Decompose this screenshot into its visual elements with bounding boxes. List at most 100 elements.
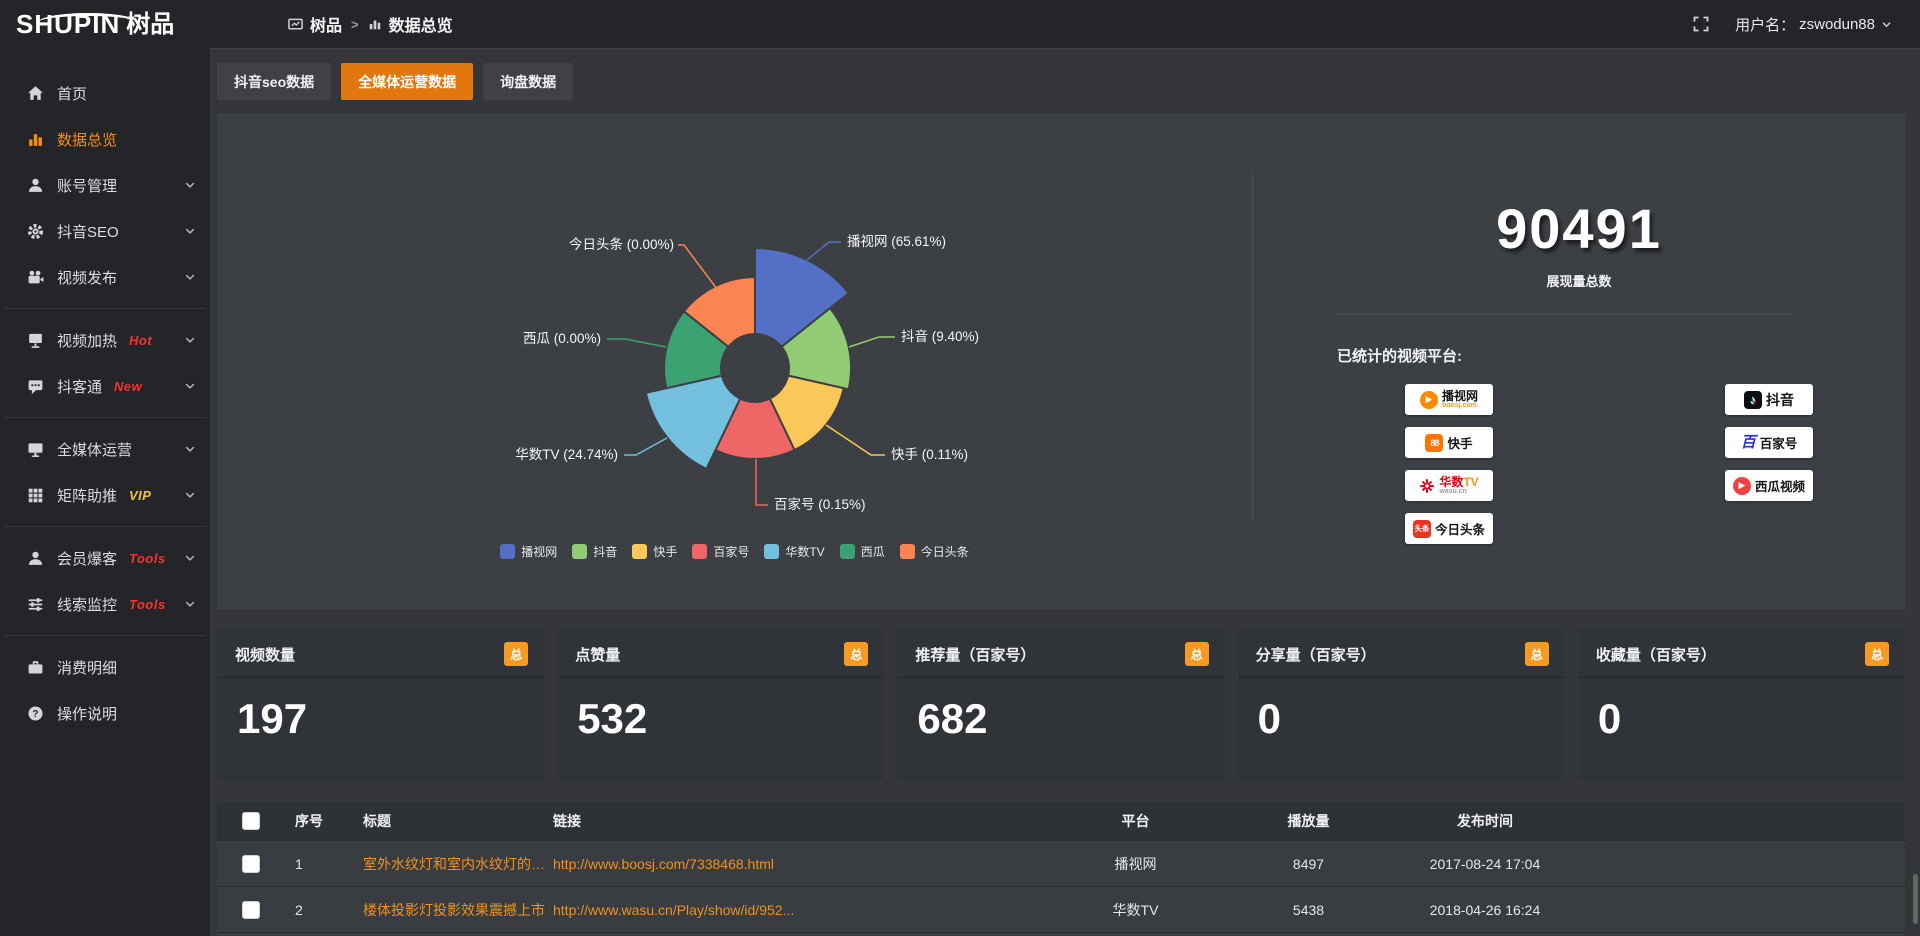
col-header-plays: 播放量 xyxy=(1287,813,1330,829)
cell-platform: 播视网 xyxy=(1114,855,1157,872)
stat-card-divider xyxy=(1577,677,1906,678)
cell-platform: 华数TV xyxy=(1112,901,1159,918)
sidebar-item-12[interactable]: 消费明细 xyxy=(0,644,210,690)
total-impressions-value: 90491 xyxy=(1496,197,1662,260)
cell-time: 2018-04-26 16:24 xyxy=(1429,901,1541,918)
legend-item-百家号[interactable]: 百家号 xyxy=(692,543,749,560)
legend-swatch xyxy=(500,544,516,559)
xigua-logo-icon: ▶ xyxy=(1732,476,1751,495)
pie-label-line xyxy=(678,244,718,290)
stat-card-value: 0 xyxy=(1257,695,1281,742)
stat-card-header: 分享量（百家号） 总 xyxy=(1238,629,1565,677)
col-header-link: 链接 xyxy=(553,813,581,829)
row-checkbox[interactable] xyxy=(242,900,260,919)
legend-label: 播视网 xyxy=(521,545,558,559)
pie-label-line xyxy=(806,241,841,261)
stat-card-5: 收藏量（百家号） 总 0 xyxy=(1577,629,1906,781)
sidebar-item-8[interactable]: 全媒体运营 xyxy=(0,426,210,472)
home-icon xyxy=(27,85,44,102)
sidebar-item-1[interactable]: 首页 xyxy=(0,70,210,116)
legend-item-播视网[interactable]: 播视网 xyxy=(500,543,557,560)
stat-card-value: 0 xyxy=(1597,695,1622,742)
app-logo[interactable]: SHUPIN 树品 xyxy=(0,11,246,37)
sidebar-item-5[interactable]: 视频发布 xyxy=(0,254,210,300)
sidebar-item-badge: New xyxy=(114,378,143,394)
total-impressions-label: 展现量总数 xyxy=(1546,274,1612,289)
cell-link[interactable]: http://www.wasu.cn/Play/show/id/952... xyxy=(553,901,795,918)
scrollbar-thumb[interactable] xyxy=(1913,874,1918,924)
cell-link[interactable]: http://www.boosj.com/7338468.html xyxy=(553,855,775,872)
sidebar-item-label: 消费明细 xyxy=(57,659,118,677)
select-all-checkbox[interactable] xyxy=(242,812,260,830)
legend-swatch xyxy=(632,544,648,559)
stat-card-header: 点赞量 总 xyxy=(557,629,884,677)
sidebar-item-7[interactable]: 抖客通 New xyxy=(0,363,210,409)
chevron-down-icon xyxy=(184,489,196,501)
sidebar-item-10[interactable]: 会员爆客 Tools xyxy=(0,535,210,581)
legend-item-华数TV[interactable]: 华数TV xyxy=(764,543,825,560)
fullscreen-icon[interactable] xyxy=(1693,16,1709,32)
video-camera-icon xyxy=(27,269,44,286)
sidebar-divider xyxy=(4,308,206,309)
sidebar-item-2[interactable]: 数据总览 xyxy=(0,116,210,162)
chevron-down-icon xyxy=(184,334,196,346)
legend-label: 今日头条 xyxy=(920,545,969,559)
chevron-down-icon xyxy=(1881,19,1892,30)
summary-panel: 90491 展现量总数 已统计的视频平台: ▶ 播视网 boosj.com 88 快手华… xyxy=(1253,113,1905,609)
chevron-down-icon xyxy=(184,225,196,237)
breadcrumb: 树品 > 数据总览 xyxy=(288,12,453,36)
cell-no: 2 xyxy=(295,901,303,918)
pie-slice-华数TV[interactable] xyxy=(644,374,742,471)
sidebar-divider xyxy=(4,417,206,418)
stat-card-value: 197 xyxy=(237,695,308,742)
sidebar-item-badge: VIP xyxy=(129,487,152,503)
legend-item-今日头条[interactable]: 今日头条 xyxy=(899,543,969,560)
pie-slice-今日头条[interactable] xyxy=(682,275,756,349)
sidebar-item-9[interactable]: 矩阵助推 VIP xyxy=(0,472,210,518)
chevron-down-icon xyxy=(184,598,196,610)
stat-card-header: 收藏量（百家号） 总 xyxy=(1578,629,1905,677)
user-menu[interactable]: 用户名： zswodun88 xyxy=(1735,14,1892,35)
sidebar-item-3[interactable]: 账号管理 xyxy=(0,162,210,208)
monitor-icon xyxy=(27,441,44,458)
question-icon: ? xyxy=(27,705,44,722)
cell-plays: 5438 xyxy=(1292,901,1325,918)
sidebar-item-label: 操作说明 xyxy=(57,705,118,723)
topbar: SHUPIN 树品 树品 > 数据总览 用户名： zswodun88 xyxy=(0,0,1920,48)
pie-label-line xyxy=(607,338,667,348)
legend-item-西瓜[interactable]: 西瓜 xyxy=(839,543,885,560)
stat-card-title: 收藏量（百家号） xyxy=(1595,646,1716,664)
legend-item-抖音[interactable]: 抖音 xyxy=(572,543,617,560)
horizontal-divider xyxy=(1337,314,1795,315)
row-select-cell xyxy=(217,900,285,919)
col-header-no: 序号 xyxy=(295,813,323,829)
legend-swatch xyxy=(839,544,855,559)
main-content: 抖音seo数据 全媒体运营数据 询盘数据 播视网 (65.61%) 抖音 (9.40%… xyxy=(210,48,1920,936)
sidebar-item-4[interactable]: 抖音SEO xyxy=(0,208,210,254)
pie-slice-播视网[interactable] xyxy=(754,246,851,349)
total-badge: 总 xyxy=(1524,642,1549,666)
breadcrumb-item-home[interactable]: 树品 xyxy=(310,18,343,35)
pie-slice-抖音[interactable] xyxy=(780,306,853,391)
cell-title[interactable]: 楼体投影灯投影效果震撼上市 xyxy=(363,901,545,918)
svg-text:?: ? xyxy=(32,708,38,719)
tab-3[interactable]: 询盘数据 xyxy=(483,63,574,100)
stat-card-value: 682 xyxy=(917,695,988,742)
tab-bar: 抖音seo数据 全媒体运营数据 询盘数据 xyxy=(217,63,1905,100)
stat-card-divider xyxy=(217,677,545,678)
chart-bars-icon xyxy=(27,131,44,148)
pie-label: 抖音 (9.40%) xyxy=(901,328,979,344)
pie-label-line xyxy=(755,459,768,506)
sidebar-item-11[interactable]: 线索监控 Tools xyxy=(0,581,210,627)
tab-2[interactable]: 全媒体运营数据 xyxy=(341,63,474,100)
table-body: 1 室外水纹灯和室内水纹灯的区别和简介http://www.boosj.com/7… xyxy=(217,840,1905,932)
sidebar-item-6[interactable]: 视频加热 Hot xyxy=(0,317,210,363)
row-checkbox[interactable] xyxy=(242,854,260,873)
sidebar-item-13[interactable]: ? 操作说明 xyxy=(0,690,210,736)
tab-1[interactable]: 抖音seo数据 xyxy=(217,63,332,100)
sidebar-item-label: 数据总览 xyxy=(57,131,118,149)
legend-item-快手[interactable]: 快手 xyxy=(632,543,677,560)
cell-title[interactable]: 室外水纹灯和室内水纹灯的区别和简介 xyxy=(363,855,549,872)
